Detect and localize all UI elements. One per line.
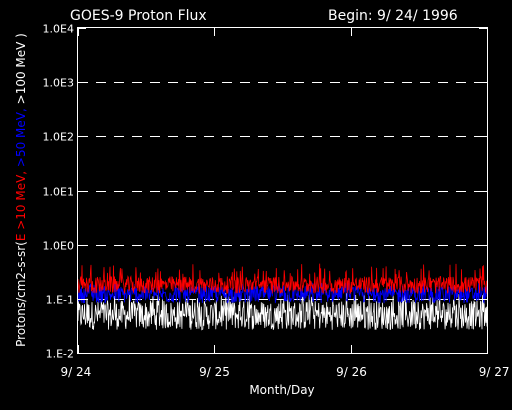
series-line-2 (77, 292, 488, 331)
y-tick-label-4: 1.0E2 (43, 131, 74, 144)
x-tick-label-1: 9/ 25 (199, 365, 230, 379)
y-tick-label-0: 1.E-2 (46, 348, 74, 361)
x-tick-label-3: 9/ 27 (479, 365, 510, 379)
grid-lines (78, 82, 487, 300)
x-tick-label-2: 9/ 26 (336, 365, 367, 379)
y-axis-label: Protons/cm2-s-sr(E >10 MeV, >50 MeV, >10… (14, 33, 28, 347)
y-axis-label-part-1: E >10 MeV, (14, 167, 28, 241)
y-axis-label-part-2: >50 MeV, (14, 104, 28, 167)
x-axis-ticks: 9/ 24 9/ 25 9/ 26 9/ 27 (61, 28, 510, 379)
chart-title: GOES-9 Proton Flux (70, 8, 207, 24)
y-tick-label-2: 1.0E0 (43, 240, 74, 253)
x-axis-label: Month/Day (249, 383, 314, 397)
y-axis-ticks: 1.E-2 1.E-1 1.0E0 1.0E1 1.0E2 1.0E3 1.0E4 (43, 23, 487, 361)
y-tick-label-6: 1.0E4 (43, 23, 74, 36)
y-axis-label-part-3: >100 MeV ) (14, 33, 28, 104)
series-line-1 (77, 282, 488, 305)
series-line-0 (77, 263, 488, 295)
plot-frame (77, 27, 488, 354)
y-axis-label-part-0: Protons/cm2-s-sr( (14, 241, 28, 347)
y-tick-label-1: 1.E-1 (46, 294, 74, 307)
chart-begin-date: Begin: 9/ 24/ 1996 (328, 8, 458, 24)
x-tick-label-0: 9/ 24 (61, 365, 92, 379)
series-group (77, 263, 488, 331)
y-tick-label-3: 1.0E1 (43, 186, 74, 199)
y-tick-label-5: 1.0E3 (43, 77, 74, 90)
